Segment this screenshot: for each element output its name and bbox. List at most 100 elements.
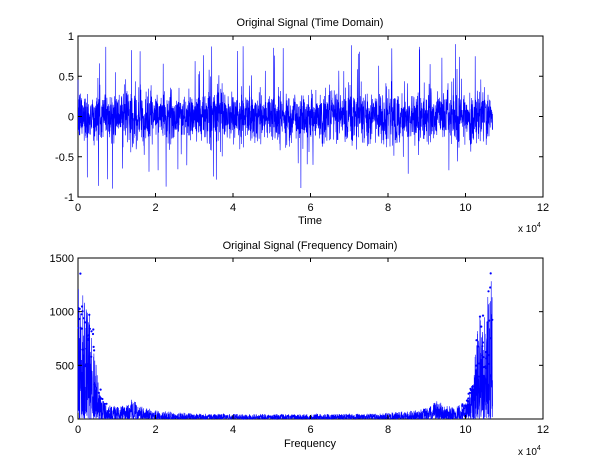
freq-marker-dot	[481, 341, 484, 344]
freq-y-ticks: 0 500 1000 1500	[50, 253, 543, 426]
freq-marker-dot	[93, 385, 96, 388]
x-tick-label: 2	[152, 424, 158, 436]
freq-marker-dot	[477, 375, 480, 378]
freq-marker-dot	[464, 405, 467, 408]
freq-marker-dot	[80, 305, 84, 308]
y-tick-label: 1000	[50, 307, 74, 319]
freq-marker-dot	[88, 365, 91, 368]
x-tick-label: 6	[307, 424, 313, 436]
freq-marker-dot	[467, 397, 470, 400]
freq-marker-dot	[88, 313, 91, 316]
time-x-exponent-base: x 10	[518, 224, 537, 235]
freq-marker-dot	[486, 321, 489, 324]
freq-marker-dot	[481, 314, 485, 317]
y-tick-label: 500	[56, 360, 74, 372]
freq-marker-dot	[88, 327, 91, 330]
freq-marker-dot	[482, 356, 485, 359]
freq-marker-dot	[105, 402, 108, 405]
freq-marker-dot	[477, 362, 481, 365]
time-domain-chart: Original Signal (Time Domain) 0 2 4 6 8 10 12 …	[55, 17, 549, 235]
freq-marker-dot	[489, 272, 492, 275]
time-chart-title: Original Signal (Time Domain)	[237, 17, 384, 29]
freq-marker-dot	[78, 307, 81, 310]
freq-marker-dot	[488, 319, 491, 322]
time-signal-path	[77, 44, 493, 189]
freq-marker-dot	[476, 345, 479, 348]
freq-marker-dot	[491, 318, 494, 321]
freq-marker-dot	[83, 321, 87, 324]
y-tick-label: 0	[68, 414, 74, 426]
y-tick-label: -1	[64, 192, 74, 204]
freq-x-exponent-power: 4	[537, 445, 541, 452]
freq-marker-dot	[80, 313, 83, 316]
freq-marker-dot	[485, 357, 488, 360]
time-series-line	[77, 44, 493, 189]
freq-marker-dot	[93, 349, 96, 352]
x-tick-label: 8	[385, 424, 391, 436]
freq-x-ticks: 0 2 4 6 8 10 12	[75, 258, 549, 436]
freq-marker-dot	[481, 354, 484, 357]
freq-marker-dot	[90, 330, 93, 333]
freq-marker-dot	[77, 326, 80, 329]
freq-marker-dot	[485, 367, 488, 370]
freq-marker-dot	[91, 332, 95, 336]
freq-marker-dot	[101, 397, 104, 401]
freq-marker-dot	[81, 310, 84, 313]
freq-x-exponent-base: x 10	[518, 447, 537, 458]
x-tick-label: 2	[152, 202, 158, 214]
frequency-domain-chart: Original Signal (Frequency Domain) 0 2 4 6 8…	[50, 240, 550, 458]
freq-marker-dot	[475, 364, 478, 367]
freq-marker-dot	[461, 403, 464, 406]
freq-marker-dot	[478, 315, 482, 318]
freq-marker-dot	[87, 334, 90, 337]
freq-marker-dot	[81, 348, 84, 351]
freq-spectrum-path	[77, 281, 493, 421]
freq-marker-dot	[472, 391, 475, 395]
time-x-exponent-power: 4	[537, 222, 541, 229]
frequency-series-line	[77, 272, 494, 421]
freq-marker-dot	[462, 409, 465, 412]
freq-marker-dot	[472, 397, 475, 400]
freq-marker-dot	[475, 339, 478, 342]
freq-plot-frame	[77, 257, 544, 420]
freq-marker-dot	[487, 290, 490, 293]
freq-x-exponent: x 104	[518, 445, 541, 458]
time-x-axis-label: Time	[298, 215, 322, 227]
freq-marker-dot	[466, 400, 470, 403]
freq-marker-dot	[480, 325, 483, 328]
x-tick-label: 0	[75, 202, 81, 214]
y-tick-label: 0	[68, 112, 74, 124]
freq-marker-dot	[489, 337, 493, 340]
freq-marker-dot	[480, 367, 483, 370]
freq-marker-dot	[484, 350, 488, 354]
freq-marker-dot	[99, 388, 102, 391]
freq-marker-dot	[92, 328, 95, 331]
freq-marker-dot	[79, 272, 82, 275]
freq-marker-dot	[469, 404, 472, 407]
freq-marker-dot	[106, 411, 109, 414]
time-x-exponent: x 104	[518, 222, 541, 235]
freq-marker-dot	[103, 402, 106, 406]
freq-marker-dot	[83, 365, 87, 368]
x-tick-label: 4	[230, 424, 236, 436]
freq-marker-dot	[98, 401, 101, 404]
freq-marker-dot	[482, 366, 485, 369]
x-tick-label: 12	[537, 424, 549, 436]
freq-marker-dot	[468, 391, 471, 394]
x-tick-label: 12	[537, 202, 549, 214]
time-y-ticks: -1 -0.5 0 0.5 1	[55, 31, 543, 204]
freq-marker-dot	[87, 338, 90, 342]
freq-marker-dot	[469, 387, 472, 390]
freq-marker-dot	[489, 286, 492, 289]
freq-marker-dot	[93, 383, 96, 386]
freq-marker-dot	[85, 335, 88, 338]
x-tick-label: 0	[75, 424, 81, 436]
y-tick-label: -0.5	[55, 152, 74, 164]
time-x-ticks: 0 2 4 6 8 10 12	[75, 36, 549, 214]
freq-marker-dot	[84, 363, 87, 366]
freq-marker-dot	[471, 385, 474, 388]
freq-marker-dot	[78, 317, 81, 321]
freq-chart-title: Original Signal (Frequency Domain)	[223, 240, 398, 252]
x-tick-label: 6	[307, 202, 313, 214]
